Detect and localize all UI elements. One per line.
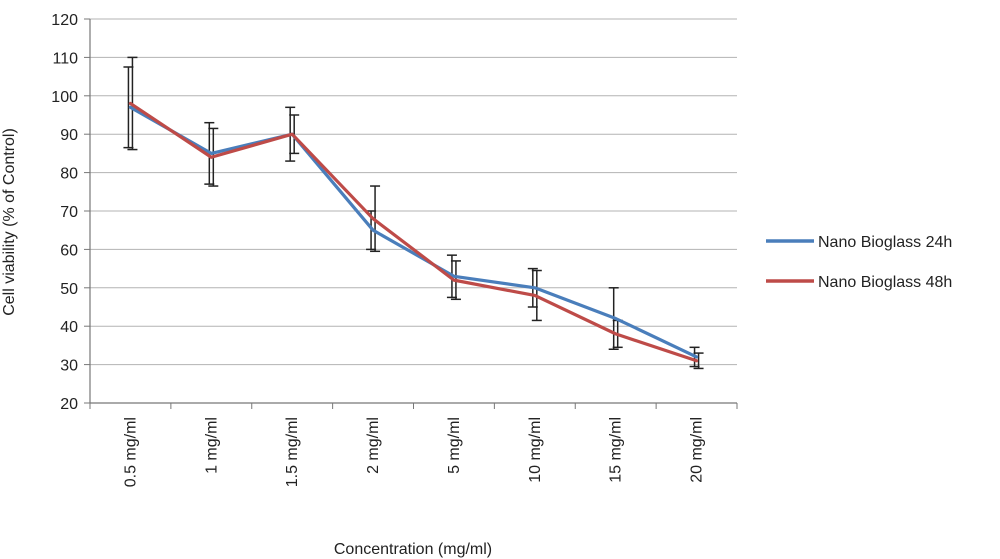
y-tick-label-100: 100 xyxy=(51,89,78,106)
x-axis-label: Concentration (mg/ml) xyxy=(334,541,492,558)
y-tick-label-80: 80 xyxy=(60,166,78,183)
y-tick-label-60: 60 xyxy=(60,242,78,259)
x-tick-label-0: 0.5 mg/ml xyxy=(122,417,139,487)
legend: Nano Bioglass 24h Nano Bioglass 48h xyxy=(766,234,952,291)
x-tick-label-1: 1 mg/ml xyxy=(203,417,220,474)
y-tick-label-90: 90 xyxy=(60,127,78,144)
series-line-1 xyxy=(128,101,699,363)
y-tick-labels: 20 30 40 50 60 70 80 90 100 110 120 xyxy=(51,12,78,413)
legend-label-0: Nano Bioglass 24h xyxy=(818,234,952,251)
grid-lines xyxy=(90,18,737,366)
y-tick-label-40: 40 xyxy=(60,319,78,336)
x-tick-label-4: 5 mg/ml xyxy=(446,417,463,474)
series-line-0 xyxy=(128,105,699,359)
axes xyxy=(84,18,738,409)
y-tick-label-120: 120 xyxy=(51,12,78,29)
y-tick-label-110: 110 xyxy=(52,50,78,67)
series-lines xyxy=(128,101,699,363)
y-tick-label-50: 50 xyxy=(60,281,78,298)
y-tick-label-20: 20 xyxy=(60,396,78,413)
x-tick-labels: 0.5 mg/ml 1 mg/ml 1.5 mg/ml 2 mg/ml 5 mg/ml 1… xyxy=(122,417,705,487)
x-tick-label-6: 15 mg/ml xyxy=(608,417,625,483)
y-tick-label-30: 30 xyxy=(60,358,78,375)
x-tick-label-3: 2 mg/ml xyxy=(365,417,382,474)
y-axis-label: Cell viability (% of Control) xyxy=(1,128,18,316)
x-tick-label-5: 10 mg/ml xyxy=(527,417,544,483)
x-tick-label-2: 1.5 mg/ml xyxy=(284,417,301,487)
legend-label-1: Nano Bioglass 48h xyxy=(818,274,952,291)
x-tick-label-7: 20 mg/ml xyxy=(689,417,706,483)
y-tick-label-70: 70 xyxy=(60,204,78,221)
error-bars xyxy=(123,56,704,370)
